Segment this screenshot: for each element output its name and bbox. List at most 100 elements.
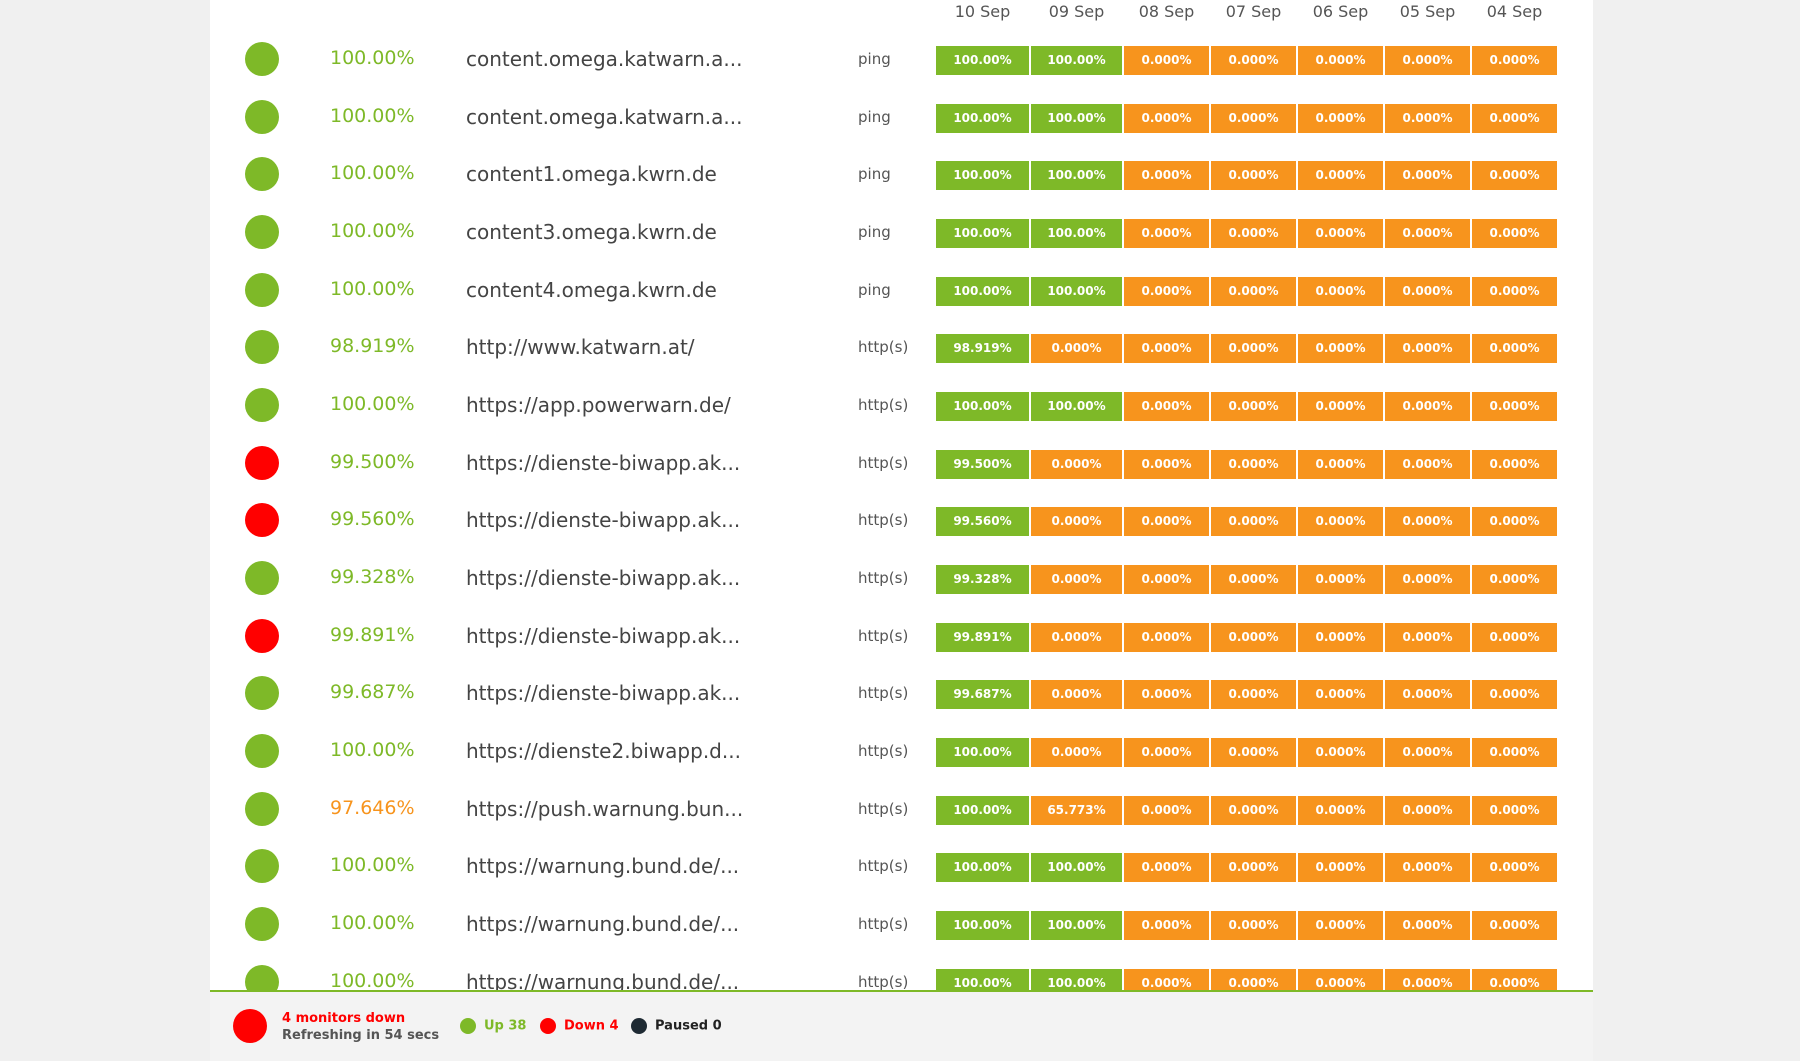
- day-uptime-cell[interactable]: 0.000%: [1124, 680, 1209, 710]
- day-uptime-cell[interactable]: 0.000%: [1031, 449, 1122, 479]
- day-uptime-cell[interactable]: 0.000%: [1472, 334, 1557, 364]
- day-uptime-cell[interactable]: 0.000%: [1472, 737, 1557, 767]
- day-uptime-cell[interactable]: 0.000%: [1472, 680, 1557, 710]
- monitor-name-link[interactable]: content1.omega.kwrn.de: [466, 162, 717, 187]
- monitor-row[interactable]: 100.00% https://dienste2.biwapp.d... http(…: [210, 724, 1593, 782]
- day-uptime-cell[interactable]: 0.000%: [1298, 853, 1383, 883]
- day-uptime-cell[interactable]: 99.560%: [936, 507, 1029, 537]
- day-uptime-cell[interactable]: 0.000%: [1124, 161, 1209, 191]
- day-uptime-cell[interactable]: 0.000%: [1472, 103, 1557, 133]
- monitor-name-link[interactable]: https://app.powerwarn.de/: [466, 392, 731, 417]
- monitor-row[interactable]: 100.00% https://app.powerwarn.de/http(s) 1…: [210, 378, 1593, 436]
- day-uptime-cell[interactable]: 0.000%: [1211, 795, 1296, 825]
- day-uptime-cell[interactable]: 0.000%: [1124, 853, 1209, 883]
- day-uptime-cell[interactable]: 0.000%: [1472, 46, 1557, 75]
- day-uptime-cell[interactable]: 0.000%: [1385, 564, 1470, 594]
- day-uptime-cell[interactable]: 0.000%: [1298, 161, 1383, 191]
- monitor-row[interactable]: 99.560% https://dienste-biwapp.ak... http(…: [210, 493, 1593, 551]
- monitor-name-link[interactable]: content.omega.katwarn.a...: [466, 104, 743, 129]
- day-uptime-cell[interactable]: 0.000%: [1385, 910, 1470, 940]
- day-uptime-cell[interactable]: 100.00%: [936, 161, 1029, 191]
- day-uptime-cell[interactable]: 0.000%: [1031, 564, 1122, 594]
- day-uptime-cell[interactable]: 100.00%: [936, 103, 1029, 133]
- day-uptime-cell[interactable]: 0.000%: [1472, 161, 1557, 191]
- day-uptime-cell[interactable]: 0.000%: [1124, 276, 1209, 306]
- monitor-row[interactable]: 100.00% content.omega.katwarn.a... ping 100…: [210, 32, 1593, 90]
- day-uptime-cell[interactable]: 0.000%: [1472, 449, 1557, 479]
- day-uptime-cell[interactable]: 0.000%: [1031, 622, 1122, 652]
- monitor-name-link[interactable]: https://dienste-biwapp.ak...: [466, 565, 741, 590]
- monitor-name-link[interactable]: http://www.katwarn.at/: [466, 335, 695, 360]
- day-uptime-cell[interactable]: 0.000%: [1124, 46, 1209, 75]
- day-uptime-cell[interactable]: 0.000%: [1385, 795, 1470, 825]
- monitor-name-link[interactable]: content.omega.katwarn.a...: [466, 47, 743, 71]
- day-uptime-cell[interactable]: 0.000%: [1211, 680, 1296, 710]
- day-uptime-cell[interactable]: 0.000%: [1385, 276, 1470, 306]
- day-uptime-cell[interactable]: 0.000%: [1031, 334, 1122, 364]
- day-uptime-cell[interactable]: 0.000%: [1385, 161, 1470, 191]
- day-uptime-cell[interactable]: 100.00%: [936, 737, 1029, 767]
- day-uptime-cell[interactable]: 0.000%: [1298, 507, 1383, 537]
- monitor-row[interactable]: 100.00% https://warnung.bund.de/... http(s…: [210, 897, 1593, 955]
- day-uptime-cell[interactable]: 0.000%: [1472, 507, 1557, 537]
- day-uptime-cell[interactable]: 0.000%: [1472, 391, 1557, 421]
- day-uptime-cell[interactable]: 0.000%: [1385, 853, 1470, 883]
- day-uptime-cell[interactable]: 0.000%: [1385, 680, 1470, 710]
- day-uptime-cell[interactable]: 0.000%: [1385, 391, 1470, 421]
- day-uptime-cell[interactable]: 0.000%: [1385, 46, 1470, 75]
- monitor-name-link[interactable]: https://dienste-biwapp.ak...: [466, 508, 741, 533]
- day-uptime-cell[interactable]: 0.000%: [1385, 103, 1470, 133]
- day-uptime-cell[interactable]: 0.000%: [1298, 449, 1383, 479]
- day-uptime-cell[interactable]: 0.000%: [1298, 737, 1383, 767]
- monitor-name-link[interactable]: https://dienste-biwapp.ak...: [466, 450, 741, 475]
- monitor-row[interactable]: 99.891% https://dienste-biwapp.ak... http(…: [210, 609, 1593, 667]
- monitor-name-link[interactable]: https://dienste-biwapp.ak...: [466, 681, 741, 706]
- day-uptime-cell[interactable]: 99.328%: [936, 564, 1029, 594]
- day-uptime-cell[interactable]: 0.000%: [1472, 795, 1557, 825]
- day-uptime-cell[interactable]: 0.000%: [1211, 276, 1296, 306]
- day-uptime-cell[interactable]: 0.000%: [1211, 161, 1296, 191]
- day-uptime-cell[interactable]: 0.000%: [1298, 276, 1383, 306]
- day-uptime-cell[interactable]: 0.000%: [1298, 46, 1383, 75]
- day-uptime-cell[interactable]: 0.000%: [1211, 507, 1296, 537]
- day-uptime-cell[interactable]: 100.00%: [1031, 391, 1122, 421]
- monitor-row[interactable]: 99.687% https://dienste-biwapp.ak... http(…: [210, 666, 1593, 724]
- day-uptime-cell[interactable]: 99.687%: [936, 680, 1029, 710]
- day-uptime-cell[interactable]: 0.000%: [1211, 449, 1296, 479]
- legend-down[interactable]: Down 4: [540, 1018, 619, 1036]
- day-uptime-cell[interactable]: 100.00%: [1031, 910, 1122, 940]
- monitor-name-link[interactable]: https://warnung.bund.de/...: [466, 969, 740, 994]
- day-uptime-cell[interactable]: 100.00%: [1031, 853, 1122, 883]
- day-uptime-cell[interactable]: 0.000%: [1385, 449, 1470, 479]
- day-uptime-cell[interactable]: 0.000%: [1298, 218, 1383, 248]
- legend-paused[interactable]: Paused 0: [631, 1018, 722, 1036]
- day-uptime-cell[interactable]: 0.000%: [1211, 391, 1296, 421]
- monitor-row[interactable]: 98.919% http://www.katwarn.at/http(s) 98.9…: [210, 320, 1593, 378]
- day-uptime-cell[interactable]: 99.891%: [936, 622, 1029, 652]
- day-uptime-cell[interactable]: 0.000%: [1124, 449, 1209, 479]
- day-uptime-cell[interactable]: 100.00%: [936, 391, 1029, 421]
- day-uptime-cell[interactable]: 0.000%: [1385, 507, 1470, 537]
- day-uptime-cell[interactable]: 0.000%: [1211, 218, 1296, 248]
- monitor-row[interactable]: 100.00% content3.omega.kwrn.de ping 100.00%…: [210, 205, 1593, 263]
- monitor-row[interactable]: 99.500% https://dienste-biwapp.ak... http(…: [210, 436, 1593, 494]
- day-uptime-cell[interactable]: 0.000%: [1472, 622, 1557, 652]
- day-uptime-cell[interactable]: 0.000%: [1211, 334, 1296, 364]
- day-uptime-cell[interactable]: 0.000%: [1124, 795, 1209, 825]
- day-uptime-cell[interactable]: 100.00%: [1031, 46, 1122, 75]
- monitor-row[interactable]: 100.00% content.omega.katwarn.a... ping 100…: [210, 90, 1593, 148]
- legend-up[interactable]: Up 38: [460, 1018, 526, 1036]
- day-uptime-cell[interactable]: 0.000%: [1031, 737, 1122, 767]
- day-uptime-cell[interactable]: 0.000%: [1385, 334, 1470, 364]
- day-uptime-cell[interactable]: 99.500%: [936, 449, 1029, 479]
- day-uptime-cell[interactable]: 0.000%: [1472, 853, 1557, 883]
- monitor-name-link[interactable]: https://warnung.bund.de/...: [466, 854, 740, 879]
- day-uptime-cell[interactable]: 0.000%: [1124, 334, 1209, 364]
- day-uptime-cell[interactable]: 0.000%: [1211, 910, 1296, 940]
- day-uptime-cell[interactable]: 100.00%: [936, 795, 1029, 825]
- day-uptime-cell[interactable]: 0.000%: [1472, 218, 1557, 248]
- monitor-name-link[interactable]: content3.omega.kwrn.de: [466, 219, 717, 244]
- day-uptime-cell[interactable]: 98.919%: [936, 334, 1029, 364]
- day-uptime-cell[interactable]: 0.000%: [1031, 680, 1122, 710]
- day-uptime-cell[interactable]: 0.000%: [1298, 910, 1383, 940]
